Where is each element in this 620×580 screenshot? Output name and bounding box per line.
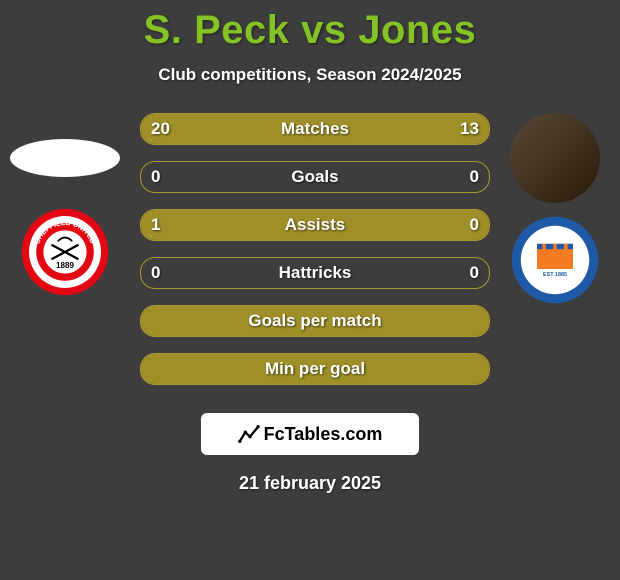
right-player-column: EST 1885 LUTON TOWN FOOTBALL CLUB xyxy=(500,113,610,305)
chart-icon xyxy=(238,423,260,445)
club-badge-right: EST 1885 LUTON TOWN FOOTBALL CLUB xyxy=(510,215,600,305)
site-name: FcTables.com xyxy=(264,424,383,445)
stat-label: Goals per match xyxy=(141,306,489,336)
page-title: S. Peck vs Jones xyxy=(0,8,620,53)
left-player-column: 1889 SHEFFIELD UNITED xyxy=(10,113,120,297)
stat-bars: 2013Matches 00Goals 10Assists 00Hattricks Go… xyxy=(140,113,490,401)
stat-label: Min per goal xyxy=(141,354,489,384)
club-year-text: 1889 xyxy=(56,261,74,270)
stat-row: 00Hattricks xyxy=(140,257,490,289)
stat-row: 2013Matches xyxy=(140,113,490,145)
svg-text:EST 1885: EST 1885 xyxy=(543,272,567,278)
footer-date: 21 february 2025 xyxy=(0,473,620,494)
stat-label: Goals xyxy=(141,162,489,192)
site-badge: FcTables.com xyxy=(201,413,419,455)
stat-label: Matches xyxy=(141,114,489,144)
page-subtitle: Club competitions, Season 2024/2025 xyxy=(0,65,620,85)
player-right-avatar xyxy=(510,113,600,203)
stat-row: 00Goals xyxy=(140,161,490,193)
club-badge-left: 1889 SHEFFIELD UNITED xyxy=(20,207,110,297)
stat-row: 10Assists xyxy=(140,209,490,241)
stat-label: Hattricks xyxy=(141,258,489,288)
stat-row: Goals per match xyxy=(140,305,490,337)
infographic-container: S. Peck vs Jones Club competitions, Seas… xyxy=(0,8,620,494)
stat-label: Assists xyxy=(141,210,489,240)
player-left-avatar xyxy=(10,139,120,177)
stat-row: Min per goal xyxy=(140,353,490,385)
